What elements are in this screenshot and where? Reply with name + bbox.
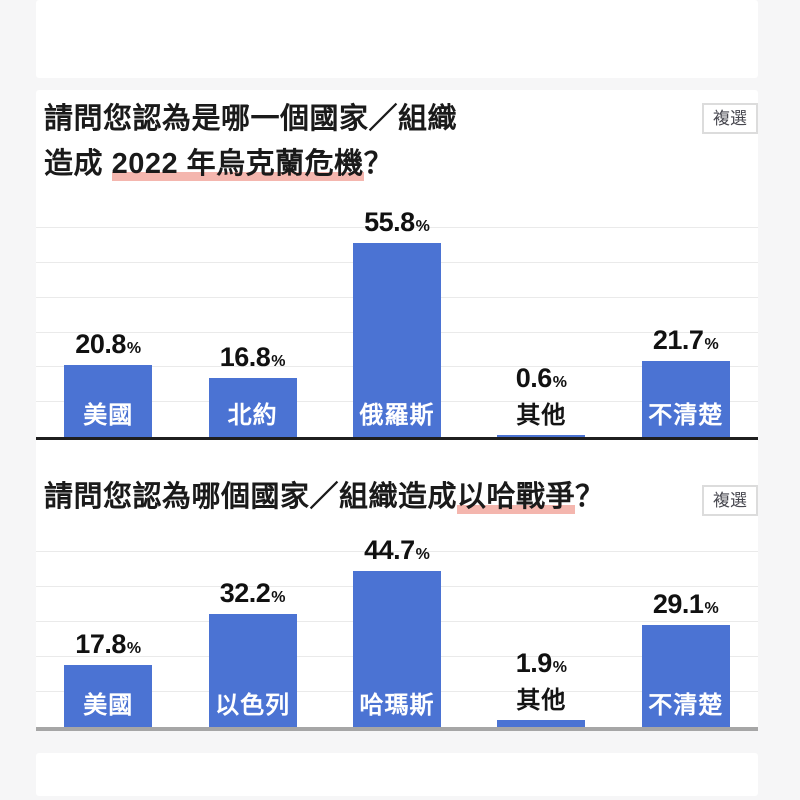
bar-category-label: 哈瑪斯 [359, 692, 435, 719]
title-text: 請問您認為是哪一個國家／組織 [44, 103, 458, 135]
value-number: 20.8 [75, 328, 126, 359]
bar-category-label: 以色列 [215, 692, 291, 719]
bar [641, 625, 730, 727]
percent-sign: % [126, 339, 142, 357]
percent-sign: % [126, 639, 142, 657]
value-number: 0.6 [515, 362, 553, 393]
percent-sign: % [704, 336, 719, 354]
bar [641, 361, 730, 437]
title-highlighted-text: 2022 年烏克蘭危機 [111, 148, 364, 181]
bar-category-label: 其他 [516, 687, 567, 715]
value-number: 55.8 [364, 206, 415, 237]
percent-sign: % [415, 545, 430, 563]
gridline [36, 551, 758, 552]
axis-line [36, 437, 758, 440]
bar-value-label: 32.2% [173, 580, 333, 607]
title-text: ？ [363, 148, 394, 180]
bar-value-label: 29.1% [606, 591, 766, 618]
chart-title-ukraine-crisis: 請問您認為是哪一個國家／組織 造成 2022 年烏克蘭危機？ [44, 97, 704, 187]
percent-sign: % [271, 589, 286, 607]
value-number: 1.9 [515, 648, 553, 679]
value-number: 44.7 [364, 534, 415, 565]
bar-value-label: 44.7% [317, 534, 477, 565]
value-number: 17.8 [75, 628, 126, 659]
bar-category-label: 俄羅斯 [359, 402, 435, 429]
bar-category-label: 不清楚 [648, 402, 724, 429]
bar [353, 242, 441, 437]
multiple-choice-badge: 複選 [702, 103, 758, 134]
bar-value-label: 21.7% [606, 327, 766, 354]
bar-chart-ukraine-crisis: 20.8% 美國 16.8% 北約 55.8% 俄羅斯 0.6% 其他 21.7% 不清楚 [36, 208, 758, 440]
bar-category-label: 美國 [83, 402, 134, 429]
bar [497, 434, 586, 437]
title-highlighted-text: 以哈戰爭 [457, 481, 576, 514]
bar-value-label: 0.6% [461, 362, 621, 393]
bar [64, 664, 153, 727]
value-number: 32.2 [219, 578, 271, 609]
percent-sign: % [415, 217, 430, 235]
bar-value-label: 55.8% [317, 206, 477, 237]
gridline [36, 227, 758, 228]
percent-sign: % [552, 659, 568, 677]
title-text: 造成 [44, 148, 112, 180]
multiple-choice-badge: 複選 [702, 485, 758, 516]
bar-category-label: 北約 [227, 402, 278, 429]
survey-charts-card: 請問您認為是哪一個國家／組織 造成 2022 年烏克蘭危機？ 複選 20.8% 美國… [36, 90, 758, 731]
title-text: ？ [575, 481, 605, 513]
value-number: 16.8 [219, 342, 271, 373]
bar-value-label: 1.9% [461, 650, 621, 677]
axis-line [36, 727, 758, 731]
bar-category-label: 不清楚 [648, 692, 724, 719]
bar-category-label: 美國 [83, 692, 134, 719]
top-partial-card [36, 0, 758, 78]
bar [208, 614, 297, 727]
bar [497, 720, 586, 727]
bar-chart-israel-hamas-war: 17.8% 美國 32.2% 以色列 44.7% 哈瑪斯 1.9% 其他 29.1% 不清楚 [36, 536, 758, 731]
percent-sign: % [704, 600, 719, 618]
percent-sign: % [552, 373, 568, 391]
bar [64, 364, 153, 437]
title-text: 請問您認為哪個國家／組織造成 [44, 481, 458, 513]
bottom-partial-card [36, 753, 758, 796]
bar-value-label: 17.8% [28, 628, 188, 659]
bar [353, 570, 441, 727]
bar [208, 378, 297, 437]
chart-title-israel-hamas-war: 請問您認為哪個國家／組織造成以哈戰爭？ [44, 475, 704, 520]
value-number: 29.1 [652, 589, 704, 620]
percent-sign: % [271, 353, 286, 371]
bar-value-label: 20.8% [28, 328, 188, 359]
bar-value-label: 16.8% [173, 344, 333, 371]
value-number: 21.7 [652, 325, 704, 356]
bar-category-label: 其他 [516, 401, 567, 429]
